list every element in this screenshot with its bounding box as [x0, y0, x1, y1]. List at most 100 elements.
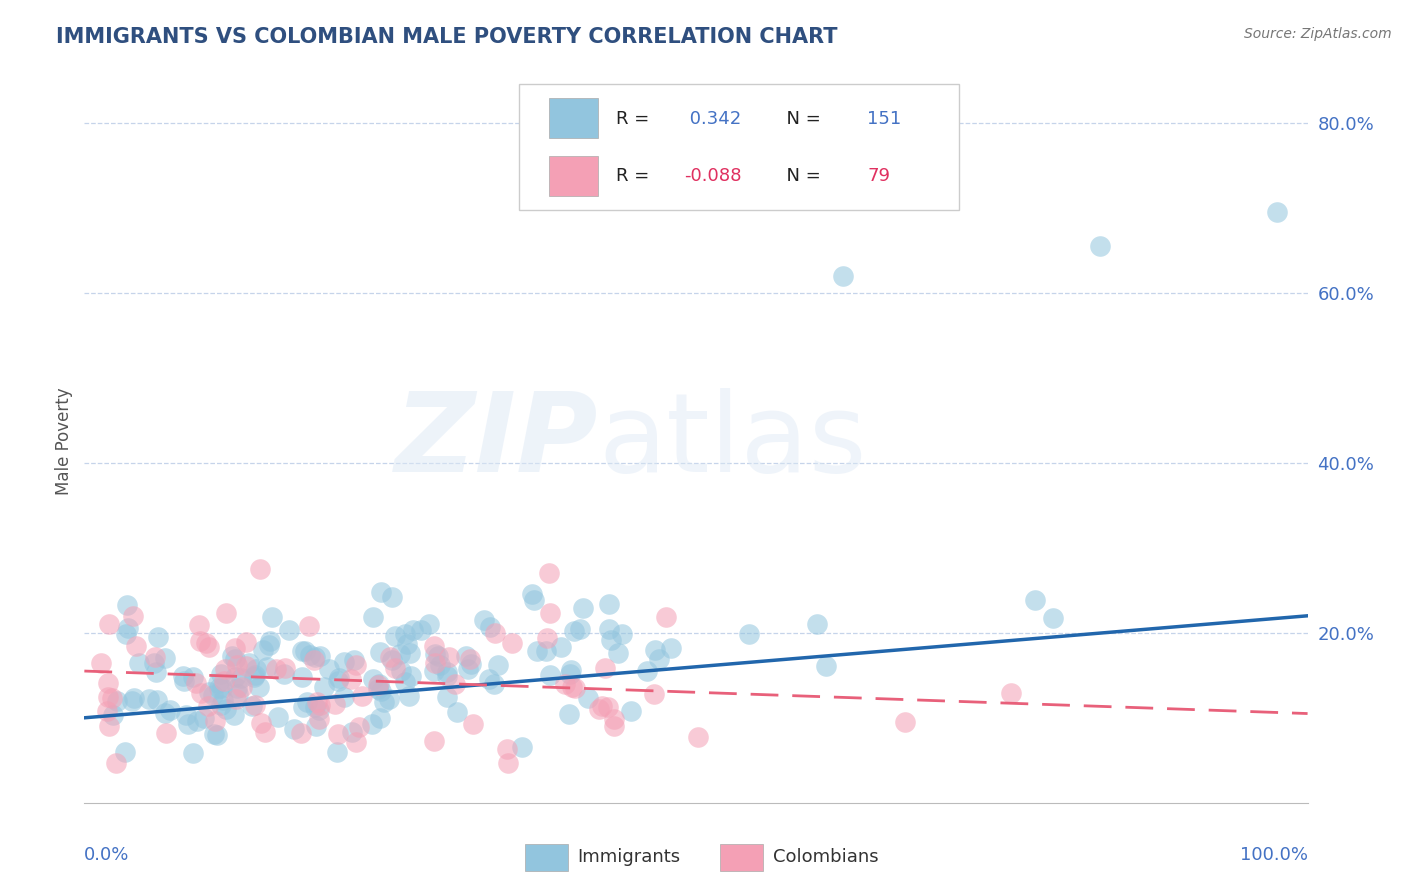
Point — [558, 667, 581, 681]
Text: Colombians: Colombians — [773, 848, 879, 866]
Point — [894, 715, 917, 730]
Point — [454, 649, 477, 664]
Point — [105, 694, 128, 708]
Point — [183, 670, 205, 684]
Point — [361, 717, 384, 731]
Point — [367, 681, 389, 696]
Text: IMMIGRANTS VS COLOMBIAN MALE POVERTY CORRELATION CHART: IMMIGRANTS VS COLOMBIAN MALE POVERTY COR… — [56, 27, 838, 46]
Point — [305, 695, 328, 709]
Point — [588, 701, 610, 715]
Point — [172, 669, 194, 683]
Point — [373, 695, 395, 709]
Text: -0.088: -0.088 — [683, 168, 741, 186]
Point — [564, 681, 586, 696]
Point — [425, 647, 447, 661]
Point — [97, 690, 120, 705]
Point — [214, 702, 236, 716]
Point — [254, 724, 277, 739]
Y-axis label: Male Poverty: Male Poverty — [55, 388, 73, 495]
Point — [308, 648, 330, 663]
Point — [648, 652, 671, 666]
Point — [115, 598, 138, 612]
Point — [214, 662, 236, 676]
Point — [115, 626, 138, 640]
Point — [686, 730, 709, 744]
Point — [368, 711, 391, 725]
Point — [558, 707, 581, 722]
Point — [538, 566, 561, 581]
Point — [290, 644, 312, 658]
Point — [344, 735, 367, 749]
Point — [340, 672, 363, 686]
Point — [224, 641, 246, 656]
Point — [215, 606, 238, 620]
Point — [436, 669, 458, 683]
Point — [367, 677, 389, 691]
Point — [146, 693, 169, 707]
Point — [596, 700, 619, 714]
Point — [214, 673, 236, 688]
Point — [486, 657, 509, 672]
Point — [422, 640, 444, 654]
Point — [482, 677, 505, 691]
Point — [245, 663, 267, 677]
Point — [290, 726, 312, 740]
Point — [231, 681, 253, 695]
Point — [429, 657, 451, 672]
Point — [124, 690, 146, 705]
Point — [257, 639, 280, 653]
Point — [198, 685, 221, 699]
Point — [273, 667, 295, 681]
Point — [501, 636, 523, 650]
Text: 100.0%: 100.0% — [1240, 847, 1308, 864]
Point — [90, 656, 112, 670]
Point — [457, 662, 479, 676]
Point — [298, 618, 321, 632]
Point — [446, 706, 468, 720]
Point — [381, 590, 404, 604]
Point — [101, 708, 124, 723]
Point — [598, 597, 620, 611]
Point — [297, 695, 319, 709]
Point — [97, 617, 120, 632]
Point — [423, 734, 446, 748]
Point — [534, 644, 557, 658]
Point — [190, 686, 212, 700]
Point — [326, 727, 349, 741]
Point — [461, 717, 484, 731]
Point — [292, 699, 315, 714]
Point — [124, 639, 146, 653]
Point — [636, 664, 658, 678]
Point — [510, 739, 533, 754]
Point — [187, 618, 209, 632]
Point — [202, 727, 225, 741]
Text: Immigrants: Immigrants — [578, 848, 681, 866]
Point — [538, 606, 561, 620]
Point — [460, 657, 482, 671]
Point — [394, 626, 416, 640]
Point — [304, 650, 326, 665]
Point — [458, 651, 481, 665]
Point — [526, 644, 548, 658]
Point — [361, 673, 384, 687]
Point — [224, 652, 246, 666]
Point — [238, 656, 260, 670]
Point — [259, 634, 281, 648]
Point — [304, 719, 326, 733]
Point — [536, 631, 558, 645]
Point — [117, 621, 139, 635]
Point — [212, 693, 235, 707]
Point — [294, 644, 316, 658]
Point — [347, 720, 370, 734]
FancyBboxPatch shape — [519, 84, 959, 211]
Point — [814, 659, 837, 673]
Point — [96, 676, 118, 690]
Point — [138, 691, 160, 706]
Point — [600, 632, 623, 647]
FancyBboxPatch shape — [720, 844, 763, 871]
Text: 79: 79 — [868, 168, 890, 186]
Point — [159, 703, 181, 717]
Point — [194, 636, 217, 650]
Point — [425, 656, 447, 670]
Point — [593, 661, 616, 675]
